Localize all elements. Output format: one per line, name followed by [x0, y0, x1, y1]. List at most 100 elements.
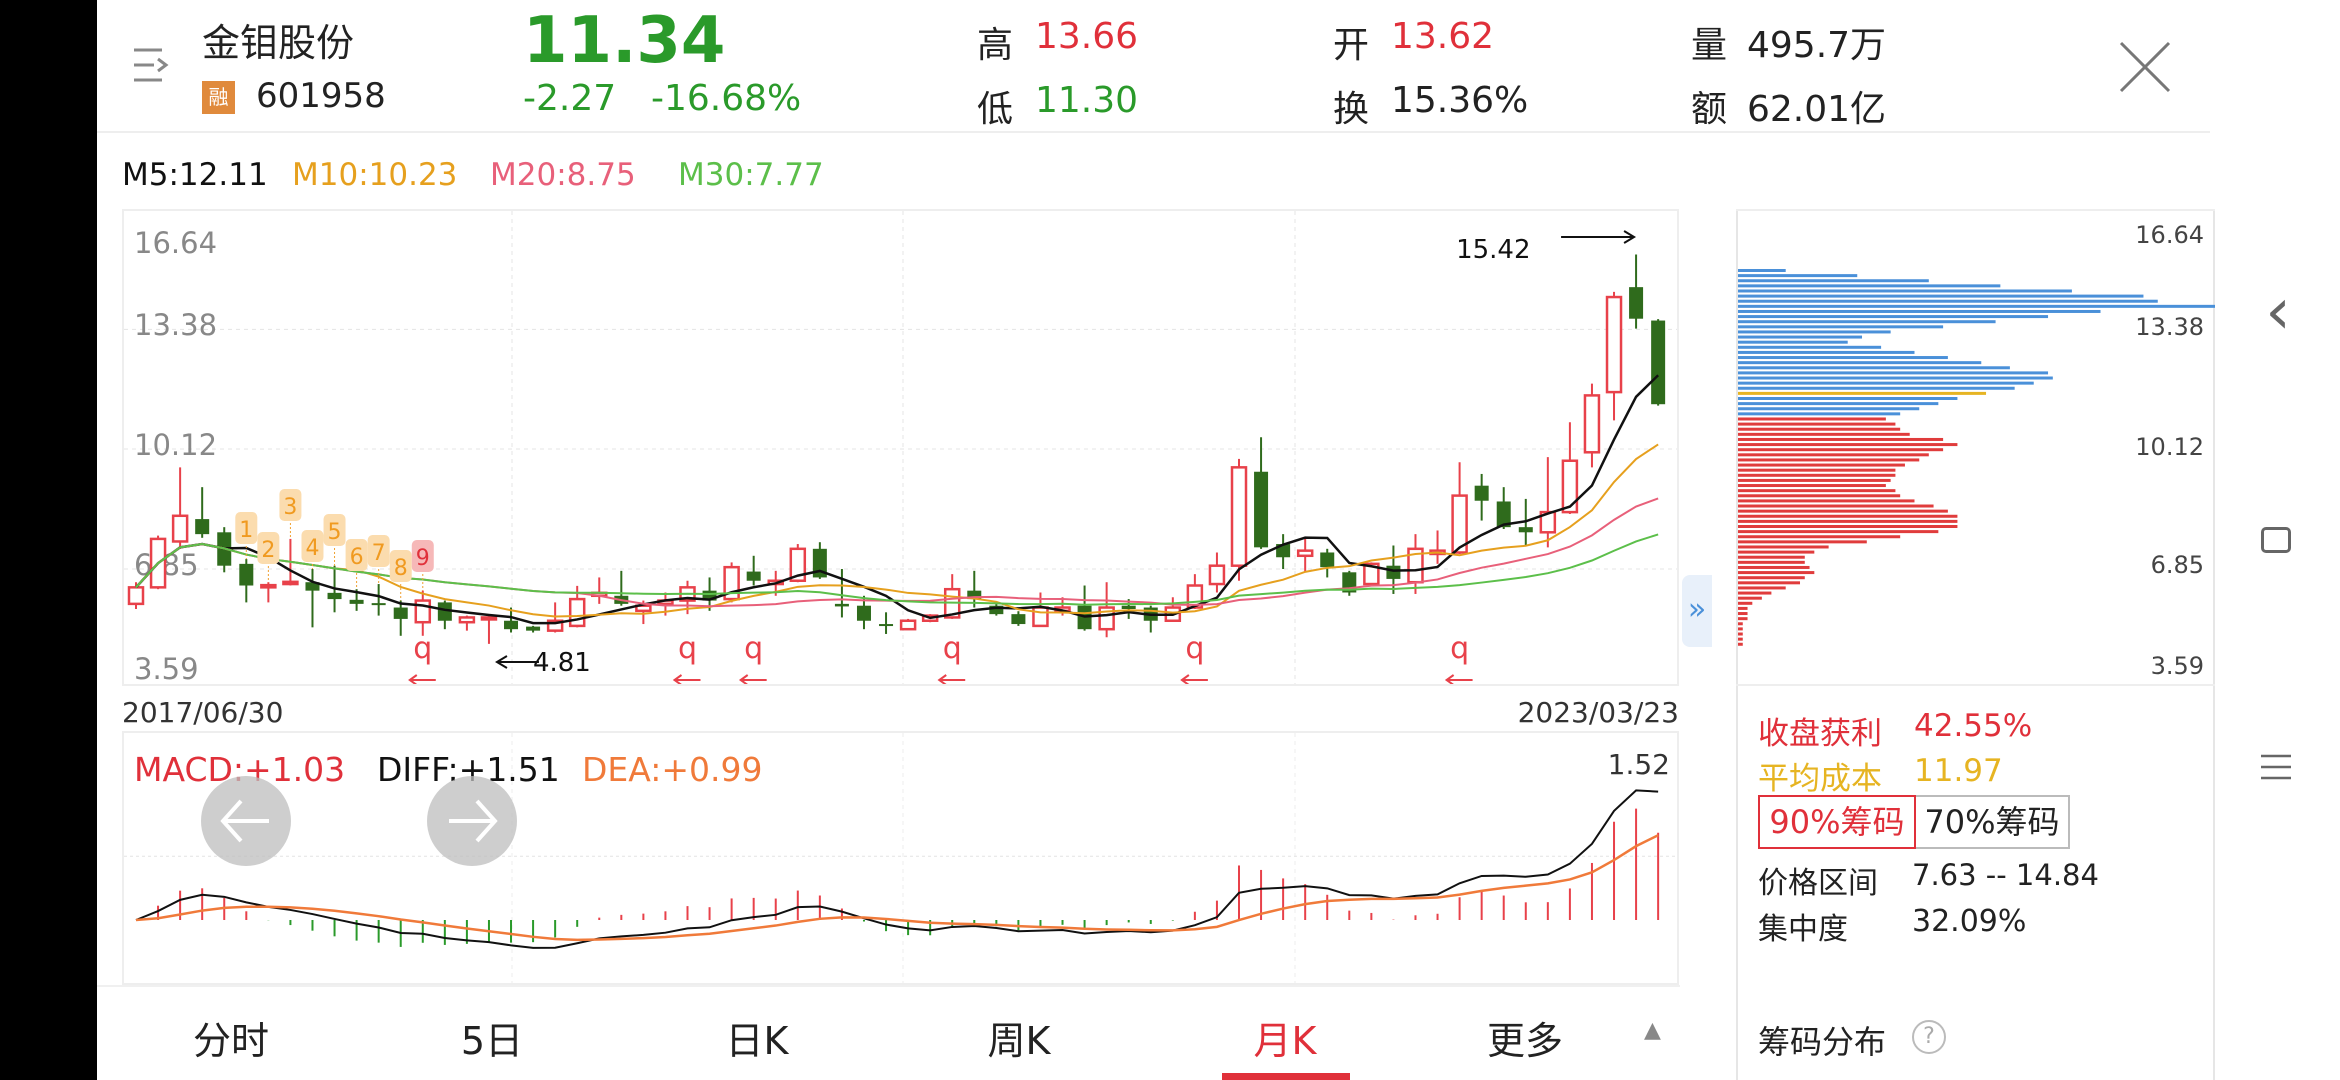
arrow-left-icon [495, 655, 539, 669]
chip-y-tick: 6.85 [2151, 551, 2204, 579]
menu-icon[interactable] [132, 45, 176, 85]
close-icon[interactable] [2118, 40, 2172, 98]
chip-bar [1738, 519, 1958, 523]
candle-body [1254, 471, 1269, 548]
tab-more[interactable]: 更多 [1486, 1019, 1564, 1063]
price-change: -2.27 [523, 78, 617, 119]
chip-bar [1738, 509, 1948, 513]
chip-bar [1738, 530, 1939, 534]
signal-marker: q [943, 631, 962, 666]
chip-bar [1738, 484, 1886, 488]
candle-body [812, 548, 827, 578]
chip-70-button[interactable]: 70%筹码 [1916, 795, 2070, 849]
candle [371, 584, 386, 616]
expand-panel-button[interactable]: » [1682, 575, 1712, 647]
collapse-triangle-icon[interactable]: ▲ [1644, 1018, 1661, 1043]
candle-body [1605, 295, 1623, 394]
chip-bar [1738, 627, 1743, 631]
amount-value: 62.01亿 [1747, 89, 1887, 130]
candle-body [568, 597, 586, 628]
candle-body [1320, 552, 1335, 568]
chip-bar [1738, 581, 1801, 585]
chip-bar [1738, 443, 1958, 447]
nine-turn-label: 7 [372, 541, 386, 566]
candle-body [1518, 527, 1533, 533]
nine-turn-label: 3 [283, 495, 297, 520]
candle [879, 612, 894, 634]
tab-daily[interactable]: 日K [725, 1019, 789, 1063]
candle [1011, 611, 1026, 626]
tab-intraday[interactable]: 分时 [192, 1019, 270, 1063]
chip-90-button[interactable]: 90%筹码 [1758, 795, 1916, 849]
candle [305, 569, 320, 628]
candle-body [327, 592, 342, 600]
home-nav-icon[interactable] [2261, 527, 2291, 553]
price-change-pct: -16.68% [651, 78, 802, 119]
candle-body [1121, 605, 1136, 610]
avg-cost-value: 11.97 [1914, 753, 2003, 789]
turnover-label: 换 [1333, 89, 1370, 130]
ma5-legend: M5:12.11 [122, 157, 268, 193]
volume-label: 量 [1691, 25, 1728, 66]
chip-distribution-chart: 16.64 13.38 10.12 6.85 3.59 [1736, 209, 2215, 686]
back-nav-icon[interactable]: ‹ [2265, 275, 2291, 349]
chip-bar [1738, 381, 2034, 385]
candle [1407, 534, 1424, 594]
candle-body [458, 616, 476, 624]
nine-turn-badge [323, 514, 346, 546]
tab-monthly[interactable]: 月K [1253, 1019, 1317, 1063]
chip-bar [1738, 545, 1829, 549]
amount-label: 额 [1691, 89, 1728, 130]
chip-bar [1738, 478, 1891, 482]
y-tick-label: 3.59 [134, 652, 199, 686]
chip-bar [1738, 427, 1901, 431]
tab-weekly[interactable]: 周K [987, 1019, 1051, 1063]
candle [1276, 534, 1291, 569]
macd-chart[interactable] [122, 731, 1679, 985]
scroll-left-button[interactable] [201, 776, 291, 866]
candle-body [879, 624, 894, 627]
candle-body [1629, 287, 1644, 319]
open-value: 13.62 [1391, 16, 1495, 57]
high-label: 高 [977, 25, 1014, 66]
chip-bar [1738, 463, 1905, 467]
nine-turn-label: 8 [394, 556, 408, 581]
y-tick-label: 13.38 [134, 308, 217, 342]
turnover-value: 15.36% [1391, 80, 1529, 121]
chip-bar [1738, 397, 1958, 400]
avg-cost-label: 平均成本 [1758, 761, 1882, 797]
signal-arrow-icon [1180, 674, 1208, 684]
chip-y-tick: 3.59 [2151, 652, 2204, 680]
candle-body [504, 620, 519, 630]
current-price: 11.34 [523, 4, 726, 78]
candle [1230, 458, 1248, 581]
help-icon[interactable]: ? [1912, 1020, 1946, 1054]
scroll-right-button[interactable] [427, 776, 517, 866]
chip-bar [1738, 320, 1996, 324]
chip-bar [1738, 386, 2015, 390]
candle [414, 590, 432, 636]
chip-bar [1738, 361, 1982, 365]
tab-5day[interactable]: 5日 [460, 1019, 524, 1063]
ma30-line [135, 533, 1659, 606]
candlestick-chart[interactable]: 16.6413.3810.126.853.5915.424.8112345678… [122, 209, 1679, 686]
nine-turn-label: 2 [261, 538, 275, 563]
candle [1032, 592, 1049, 628]
candle [812, 542, 827, 579]
candle-body [1583, 394, 1601, 454]
recents-nav-icon[interactable] [2261, 736, 2291, 792]
chip-bar [1738, 407, 1920, 411]
chip-bar [1738, 350, 1915, 354]
margin-badge: 融 [202, 81, 235, 114]
candle-body [349, 599, 364, 604]
candle [480, 614, 498, 644]
candle [195, 487, 210, 538]
dea-label: DEA:+0.99 [582, 750, 763, 789]
candle [1561, 422, 1579, 514]
chip-bar [1738, 632, 1743, 636]
chip-bar [1738, 617, 1748, 621]
ma5-line [135, 374, 1660, 625]
nine-turn-label: 9 [416, 546, 430, 571]
camera-cutout [0, 0, 97, 1080]
chip-bar [1738, 330, 1891, 334]
